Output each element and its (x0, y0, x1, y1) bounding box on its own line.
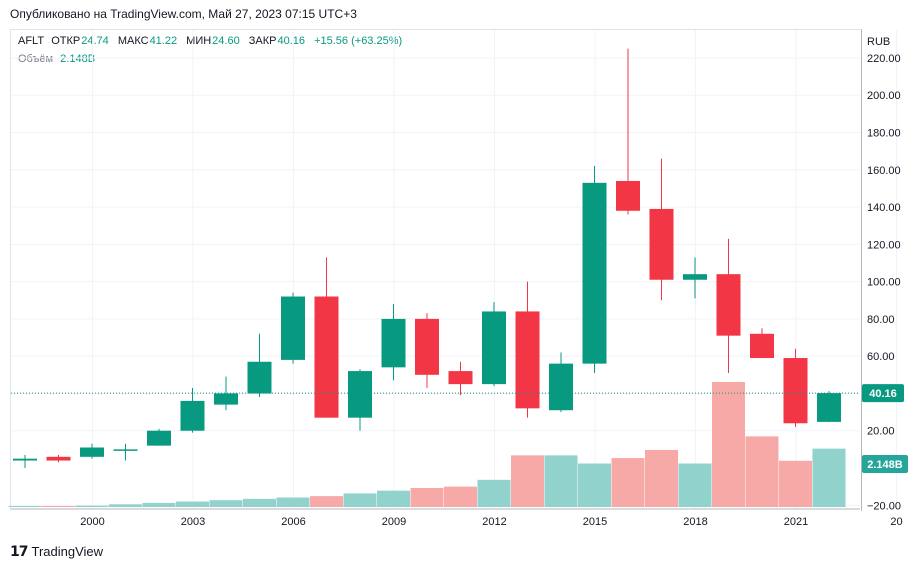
y-tick-label: 140.00 (867, 202, 901, 214)
volume-bar (343, 493, 377, 507)
volume-bar (712, 382, 745, 507)
y-tick-label: 100.00 (867, 277, 901, 289)
y-tick-label: 200.00 (867, 90, 901, 102)
y-tick-label: 160.00 (867, 165, 901, 177)
candle-body (616, 180, 640, 211)
volume-bar (142, 502, 176, 507)
volume-bar (444, 486, 477, 507)
volume-bar (209, 500, 243, 507)
tradingview-logo-text: TradingView (31, 544, 104, 559)
volume-legend: Объём 2.148B (18, 53, 101, 65)
candle-body (415, 318, 439, 375)
legend-close-value: 40.16 (277, 35, 306, 47)
candle-body (549, 363, 573, 411)
candle-body (314, 296, 339, 418)
legend-volume-label: Объём (18, 53, 54, 65)
x-tick-label: 2000 (80, 516, 104, 528)
legend-high-label: МАКС (117, 35, 149, 47)
volume-bar (578, 463, 611, 507)
published-caption: Опубликовано на TradingView.com, Май 27,… (10, 7, 357, 21)
legend-change-value: +15.56 (+63.25%) (314, 35, 403, 47)
y-tick-label: 180.00 (867, 128, 901, 140)
volume-bar (8, 506, 42, 507)
y-tick-label: −20.00 (867, 500, 901, 512)
volume-bar (243, 498, 276, 507)
y-tick-label: 120.00 (867, 239, 901, 251)
candle-body (180, 400, 205, 431)
candle-body (46, 456, 71, 461)
y-tick-label: 60.00 (867, 351, 895, 363)
x-tick-label: 2015 (583, 516, 607, 528)
candle-body (281, 296, 305, 360)
candle-body (817, 393, 841, 422)
candle-body (783, 358, 808, 424)
x-tick-label: 20 (890, 516, 902, 528)
candle-body (381, 318, 406, 368)
volume-bar (678, 463, 712, 507)
legend-low-label: МИН (186, 35, 212, 47)
chart-pane[interactable] (10, 29, 862, 511)
x-tick-label: 2009 (382, 516, 406, 528)
candle-body (147, 430, 171, 446)
candle-body (683, 274, 707, 280)
y-tick-label: 80.00 (867, 314, 895, 326)
last-price-badge (862, 384, 904, 403)
volume-bar (276, 497, 310, 507)
volume-bar (410, 487, 444, 507)
legend-high-value: 41.22 (149, 35, 178, 47)
volume-bar (310, 496, 343, 507)
legend-low-value: 24.60 (212, 35, 240, 47)
y-tick-label: 220.00 (867, 53, 901, 65)
volume-bar (75, 505, 109, 507)
volume-bar (477, 479, 511, 507)
last-price-label: 40.16 (869, 388, 897, 400)
x-tick-label: 2021 (784, 516, 808, 528)
x-tick-label: 2018 (683, 516, 707, 528)
candle-body (716, 274, 741, 336)
legend-open-label: ОТКР (51, 35, 81, 47)
x-tick-label: 2006 (281, 516, 305, 528)
candle-body (113, 449, 138, 451)
candle-body (80, 447, 104, 457)
y-tick-label: 20.00 (867, 426, 895, 438)
x-tick-label: 2003 (181, 516, 205, 528)
candle-body (448, 371, 473, 385)
candle-body (750, 333, 774, 359)
candle-body (214, 393, 238, 405)
legend-volume-value: 2.148B (60, 53, 96, 65)
candle-body (247, 361, 272, 394)
legend-close-label: ЗАКР (248, 35, 277, 47)
volume-bar (544, 455, 578, 507)
volume-bar (176, 501, 209, 507)
volume-bar (779, 460, 812, 507)
candle-body (13, 458, 37, 461)
volume-bar (377, 490, 410, 507)
volume-bar (611, 458, 645, 507)
currency-label: RUB (867, 36, 890, 48)
legend-symbol[interactable]: AFLT (18, 35, 45, 47)
x-tick-label: 2012 (482, 516, 506, 528)
volume-bar (511, 455, 544, 507)
volume-bar (745, 436, 779, 507)
volume-bar (812, 448, 846, 507)
last-volume-badge (862, 455, 908, 473)
tradingview-footer[interactable]: 𝟭𝟳 TradingView (10, 543, 103, 560)
candle-body (515, 311, 540, 409)
candle-body (649, 208, 674, 280)
ohlc-legend: AFLT ОТКР24.74 МАКС41.22 МИН24.60 ЗАКР40… (18, 35, 408, 47)
candle-body (348, 371, 372, 418)
candle-body (582, 182, 607, 364)
candle-body (482, 311, 506, 385)
tradingview-logo-icon: 𝟭𝟳 (10, 543, 29, 559)
volume-bar (109, 504, 142, 507)
volume-bar (645, 449, 678, 507)
volume-bar (42, 506, 75, 507)
legend-open-value: 24.74 (81, 35, 109, 47)
last-volume-label: 2.148B (867, 459, 903, 471)
